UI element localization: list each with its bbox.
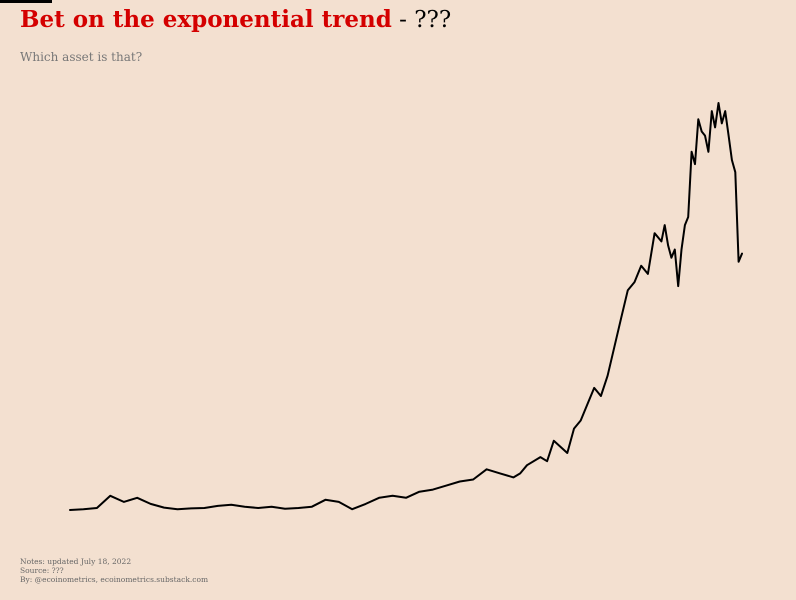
chart-notes: Notes: updated July 18, 2022 Source: ???… [20,557,208,584]
chart-title: Bet on the exponential trend - ??? [20,6,451,33]
chart-title-main: Bet on the exponential trend [20,6,392,33]
notes-updated: Notes: updated July 18, 2022 [20,557,132,566]
notes-source: Source: ??? [20,566,64,575]
price-series-line [69,102,743,511]
chart-subtitle: Which asset is that? [20,50,143,64]
chart-title-suffix: ??? [414,7,452,33]
top-accent-bar [0,0,52,3]
chart-title-separator: - [391,7,415,33]
notes-author: By: @ecoinometrics, ecoinometrics.substa… [20,575,209,584]
